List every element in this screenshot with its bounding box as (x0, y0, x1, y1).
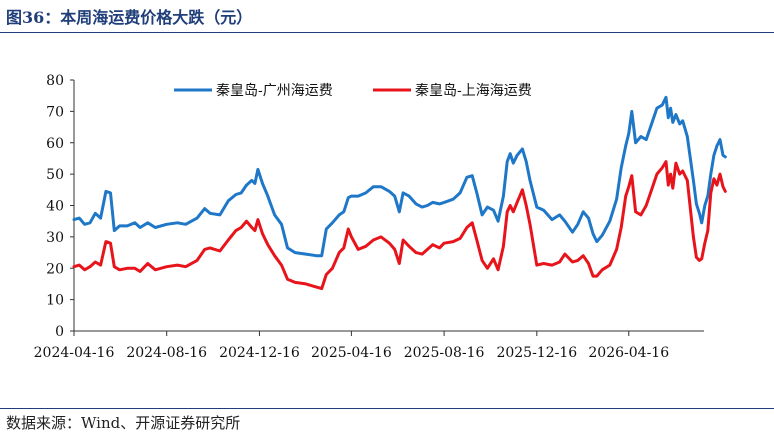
series-line-2 (72, 160, 727, 291)
x-tick-label: 2024-12-16 (219, 345, 300, 361)
chart-legend: 秦皇岛-广州海运费 秦皇岛-上海海运费 (174, 83, 532, 99)
x-tick-label: 2025-08-16 (404, 345, 485, 361)
y-tick-label: 20 (46, 261, 64, 277)
y-tick-label: 10 (46, 293, 64, 309)
source-rule (0, 408, 774, 409)
title-rule (0, 32, 774, 33)
figure-title: 图36：本周海运费价格大跌（元） (6, 8, 253, 27)
chart-series (72, 95, 727, 291)
y-tick-label: 30 (46, 230, 64, 246)
y-tick-label: 70 (46, 104, 64, 120)
x-tick-label: 2024-08-16 (126, 345, 207, 361)
y-tick-label: 0 (55, 324, 64, 340)
y-tick-label: 60 (46, 136, 64, 152)
x-tick-label: 2025-12-16 (496, 345, 577, 361)
line-chart: 0 10 20 30 40 50 60 70 80 2024-04-16 2024-08-16 202… (34, 73, 727, 361)
x-tick-label: 2026-04-16 (588, 345, 669, 361)
x-tick-label: 2024-04-16 (34, 345, 115, 361)
series-line-1 (72, 95, 727, 258)
chart-axes: 0 10 20 30 40 50 60 70 80 2024-04-16 2024-08-16 202… (34, 73, 704, 361)
y-tick-label: 50 (46, 167, 64, 183)
x-tick-label: 2025-04-16 (311, 345, 392, 361)
y-tick-label: 40 (46, 199, 64, 215)
source-note: 数据来源：Wind、开源证券研究所 (6, 414, 241, 432)
legend-label-1: 秦皇岛-广州海运费 (216, 83, 333, 99)
legend-label-2: 秦皇岛-上海海运费 (415, 83, 532, 99)
y-tick-label: 80 (46, 73, 64, 89)
